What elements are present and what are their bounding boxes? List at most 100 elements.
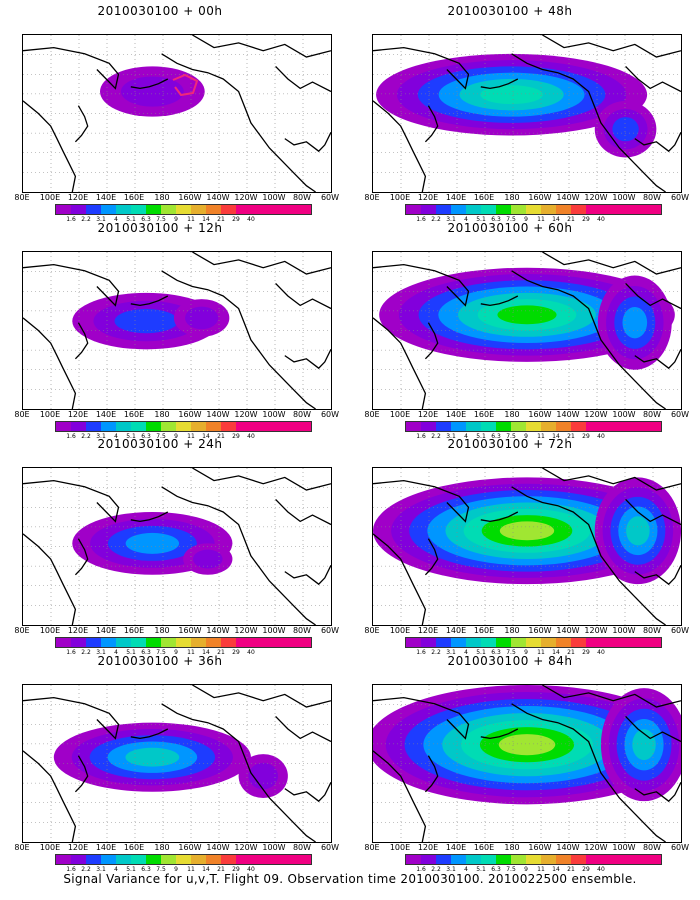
coastline xyxy=(625,715,681,743)
colorbar-swatch xyxy=(221,855,236,864)
lat-tick-label: 50N xyxy=(22,307,23,315)
coastline xyxy=(161,703,316,842)
map-panel: 2010030100 + 84h 80N 70N 60N 50N 40N 30N 20N 10N… xyxy=(350,650,689,873)
variance-contour xyxy=(622,306,648,339)
coastline xyxy=(23,479,120,523)
colorbar-swatch xyxy=(176,855,191,864)
colorbar-swatch xyxy=(191,205,206,214)
coastline xyxy=(23,696,120,740)
colorbar-swatch xyxy=(631,638,646,647)
lat-tick-label: 80N xyxy=(22,467,23,472)
variance-contour xyxy=(480,85,543,105)
colorbar-swatch xyxy=(206,855,221,864)
lon-tick-label: 80W xyxy=(642,193,662,202)
coastline xyxy=(23,100,77,192)
coastline xyxy=(284,349,331,370)
colorbar-label: 5.1 xyxy=(126,866,136,873)
colorbar-swatch xyxy=(481,638,496,647)
lat-tick-label: 30N xyxy=(372,346,373,354)
colorbar-swatch xyxy=(221,422,236,431)
colorbar-swatch xyxy=(281,855,296,864)
lon-tick-label: 80E xyxy=(14,193,30,202)
colorbar-swatch xyxy=(646,422,661,431)
lon-tick-label: 140E xyxy=(95,626,117,635)
variance-map xyxy=(23,35,331,192)
colorbar-swatch xyxy=(206,638,221,647)
lon-tick-label: 160E xyxy=(473,626,495,635)
colorbar-swatch xyxy=(281,205,296,214)
colorbar-label: 14 xyxy=(552,649,560,656)
coastline xyxy=(625,65,681,93)
lon-tick-label: 160W xyxy=(528,193,552,202)
colorbar-swatch xyxy=(511,205,526,214)
colorbar-label: 6.3 xyxy=(141,866,151,873)
coastline xyxy=(23,533,77,625)
colorbar-label: 29 xyxy=(232,866,240,873)
colorbar-label: 4 xyxy=(114,649,118,656)
lon-tick-label: 80E xyxy=(14,626,30,635)
lat-tick-label: 70N xyxy=(22,701,23,709)
lon-tick-label: 100E xyxy=(39,410,61,419)
variance-contour xyxy=(498,734,556,756)
variance-contour xyxy=(125,747,180,767)
colorbar-label: 2.2 xyxy=(431,433,441,440)
coastline xyxy=(23,317,77,409)
coastline xyxy=(275,282,331,310)
lon-tick-label: 100W xyxy=(262,626,286,635)
colorbar-label: 21 xyxy=(567,216,575,223)
map-panel: 2010030100 + 36h 80N 70N 60N 50N 40N 30N 20N 10N… xyxy=(0,650,339,873)
colorbar-swatch xyxy=(556,855,571,864)
colorbar-swatch xyxy=(616,855,631,864)
lon-tick-label: 120E xyxy=(67,626,89,635)
lon-tick-label: 80W xyxy=(642,626,662,635)
colorbar-label: 11 xyxy=(537,649,545,656)
colorbar-swatch xyxy=(421,205,436,214)
coastline xyxy=(511,486,666,625)
colorbar-label: 29 xyxy=(232,216,240,223)
coastline xyxy=(284,565,331,586)
coastline xyxy=(130,511,169,523)
lon-tick-label: 160W xyxy=(178,843,202,852)
lon-tick-label: 120E xyxy=(417,626,439,635)
lat-tick-label: 60N xyxy=(22,70,23,78)
lon-tick-label: 100W xyxy=(612,843,636,852)
coastline xyxy=(373,100,427,192)
lat-tick-label: 40N xyxy=(22,327,23,335)
colorbar-swatch xyxy=(571,205,586,214)
colorbar-label: 3.1 xyxy=(96,433,106,440)
variance-map xyxy=(23,468,331,625)
colorbar-swatch xyxy=(116,205,131,214)
colorbar-swatch xyxy=(616,422,631,431)
colorbar-label: 29 xyxy=(582,216,590,223)
lon-tick-label: 100E xyxy=(389,193,411,202)
colorbar-swatch xyxy=(86,422,101,431)
lon-tick-label: 120W xyxy=(584,410,608,419)
colorbar-label: 14 xyxy=(552,216,560,223)
lon-tick-label: 160W xyxy=(528,410,552,419)
lat-tick-label: 30N xyxy=(372,779,373,787)
colorbar-label: 29 xyxy=(582,433,590,440)
lat-tick-label: 50N xyxy=(22,90,23,98)
colorbar-label: 6.3 xyxy=(491,649,501,656)
lat-tick-label: 30N xyxy=(22,346,23,354)
colorbar-swatch xyxy=(466,638,481,647)
lat-tick-label: 50N xyxy=(372,90,373,98)
colorbar-swatch xyxy=(466,855,481,864)
coastline xyxy=(130,728,169,740)
lon-tick-label: 60W xyxy=(670,626,690,635)
lat-tick-label: 50N xyxy=(22,523,23,531)
lat-tick-label: 60N xyxy=(372,720,373,728)
colorbar-swatch xyxy=(631,855,646,864)
colorbar-swatch xyxy=(421,855,436,864)
lat-tick-label: 70N xyxy=(22,268,23,276)
lon-tick-label: 120W xyxy=(234,410,258,419)
colorbar-label: 40 xyxy=(247,433,255,440)
coastline xyxy=(74,105,89,143)
colorbar-label: 21 xyxy=(217,216,225,223)
colorbar-label: 4 xyxy=(114,216,118,223)
lat-tick-label: 20N xyxy=(22,799,23,807)
colorbar-label: 6.3 xyxy=(141,433,151,440)
coastline xyxy=(275,498,331,526)
colorbar-swatch xyxy=(421,638,436,647)
lon-tick-label: 140W xyxy=(206,626,230,635)
